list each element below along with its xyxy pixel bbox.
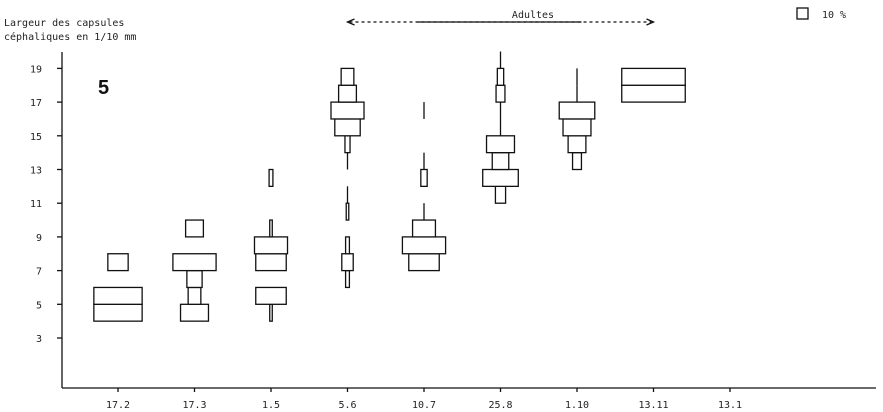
- x-tick-label: 1.5: [262, 400, 280, 411]
- x-tick-label: 10.7: [412, 400, 436, 411]
- y-axis-label-line1: Largeur des capsules: [4, 18, 124, 29]
- kite-bar: [269, 219, 273, 238]
- kite-bar: [337, 84, 358, 103]
- kite-bar: [562, 118, 592, 137]
- y-tick-label: 11: [30, 199, 42, 210]
- kite-bar: [496, 67, 505, 86]
- range-annotation-arrow-right: [646, 18, 656, 26]
- range-annotation-label: Adultes: [512, 10, 554, 21]
- kite-bar: [344, 135, 351, 154]
- x-tick-label: 13.1: [718, 400, 742, 411]
- kite-bar: [268, 168, 274, 188]
- y-tick-label: 3: [36, 334, 42, 345]
- kite-bar: [341, 253, 354, 272]
- legend-label: 10 %: [822, 10, 846, 21]
- kite-bar: [420, 168, 428, 188]
- y-tick-label: 15: [30, 132, 42, 143]
- kite-bar: [558, 101, 596, 120]
- kite-bar: [621, 84, 686, 103]
- kite-bar: [345, 202, 350, 221]
- kite-bar: [401, 236, 447, 255]
- y-tick-label: 9: [36, 233, 42, 244]
- kite-bar: [334, 118, 361, 137]
- kite-bar: [107, 253, 129, 272]
- kite-bar: [621, 67, 686, 86]
- y-tick-label: 17: [30, 98, 42, 109]
- kite-bar: [494, 185, 507, 204]
- kite-bar: [408, 253, 440, 272]
- kite-bar: [93, 286, 143, 305]
- x-tick-label: 25.8: [488, 400, 512, 411]
- x-tick-label: 13.11: [638, 400, 668, 411]
- kite-bar: [179, 303, 210, 322]
- kite-bar: [344, 269, 351, 289]
- kite-bar: [485, 135, 516, 154]
- kite-bar: [482, 168, 519, 188]
- y-tick-label: 7: [36, 267, 42, 278]
- x-tick-label: 5.6: [338, 400, 356, 411]
- kite-bar: [340, 67, 355, 86]
- x-tick-label: 17.2: [106, 400, 130, 411]
- kite-bar: [255, 253, 287, 272]
- kite-bar: [491, 151, 510, 171]
- kite-bar: [253, 236, 289, 255]
- kite-bar: [330, 101, 365, 120]
- panel-label: 5: [98, 77, 109, 99]
- range-annotation-arrow-left: [345, 18, 355, 26]
- x-tick-label: 1.10: [565, 400, 589, 411]
- kite-bar: [567, 135, 587, 154]
- y-tick-label: 13: [30, 166, 42, 177]
- legend-swatch: [796, 7, 809, 20]
- kite-bar: [344, 236, 351, 255]
- kite-bar: [411, 219, 437, 238]
- y-tick-label: 5: [36, 300, 42, 311]
- kite-bar: [495, 84, 506, 103]
- kite-bar: [269, 303, 273, 322]
- x-tick-label: 17.3: [182, 400, 206, 411]
- kite-bar: [184, 219, 205, 238]
- kite-bar: [187, 286, 202, 305]
- kite-bar: [571, 151, 583, 171]
- kite-bar: [255, 286, 287, 305]
- kite-bar: [186, 269, 203, 289]
- y-tick-label: 19: [30, 64, 42, 75]
- kite-bar: [172, 253, 217, 272]
- kite-bar: [93, 303, 143, 322]
- y-axis-label-line2: céphaliques en 1/10 mm: [4, 31, 136, 43]
